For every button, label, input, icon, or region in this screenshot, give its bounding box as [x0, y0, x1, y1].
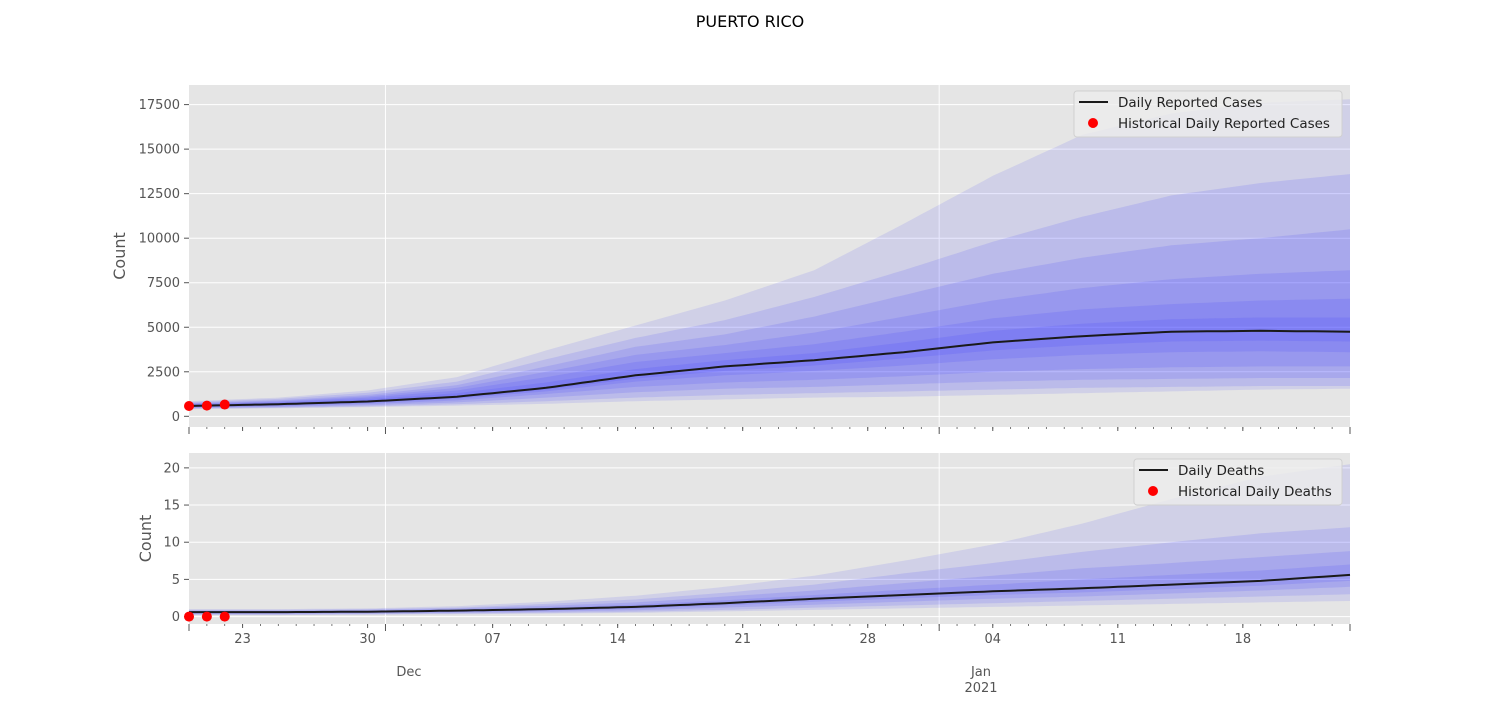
y-tick-label: 12500 [139, 187, 180, 202]
y-tick-label: 2500 [147, 365, 180, 380]
x-tick-label: 30 [359, 632, 376, 647]
legend-box [1073, 90, 1343, 138]
x-tick-label: 18 [1235, 632, 1252, 647]
panel-2: 0 5 10 15 20 Count Daily Deaths Historical Dail… [136, 453, 1351, 631]
x-tick-label: 11 [1110, 632, 1127, 647]
historical-point [219, 611, 230, 622]
plot-area [189, 85, 1350, 427]
uncertainty-band [189, 229, 1350, 409]
x-tick-label: 04 [984, 632, 1001, 647]
x-month-label: Jan [970, 665, 991, 680]
y-tick-label: 17500 [139, 98, 180, 113]
y-tick-label: 7500 [147, 276, 180, 291]
x-tick-label: 28 [859, 632, 876, 647]
x-month-label: Dec [396, 665, 421, 680]
y-tick-label: 10 [163, 536, 180, 551]
legend-entry-line: Daily Deaths [1178, 463, 1264, 479]
y-tick-label: 15000 [139, 143, 180, 158]
y-tick-label: 20 [163, 461, 180, 476]
x-tick-label: 14 [609, 632, 626, 647]
legend-entry-points: Historical Daily Reported Cases [1118, 116, 1330, 132]
historical-point [184, 400, 194, 411]
historical-point [201, 611, 212, 622]
y-tick-label: 15 [163, 499, 180, 514]
x-month-label: 2021 [964, 681, 997, 696]
y-tick-label: 0 [172, 610, 180, 625]
y-axis-label: Count [110, 232, 129, 280]
uncertainty-band [189, 298, 1350, 408]
chart-title: PUERTO RICO [696, 12, 804, 31]
legend-entry-line: Daily Reported Cases [1118, 95, 1262, 111]
x-tick-label: 23 [234, 632, 251, 647]
uncertainty-band [189, 317, 1350, 407]
historical-point [219, 399, 230, 410]
uncertainty-band [189, 270, 1350, 408]
y-axis-label: Count [136, 515, 155, 563]
historical-point [201, 400, 212, 411]
uncertainty-band [189, 564, 1350, 614]
x-tick-label: 07 [484, 632, 501, 647]
historical-point [184, 611, 194, 622]
x-tick-label: 21 [734, 632, 751, 647]
uncertainty-band [189, 99, 1350, 410]
uncertainty-band [189, 174, 1350, 409]
y-tick-label: 10000 [139, 232, 180, 247]
legend-box [1133, 458, 1343, 506]
uncertainty-band [189, 527, 1350, 615]
series-line [189, 573, 1351, 614]
legend-point-swatch [1148, 486, 1158, 496]
legend-entry-points: Historical Daily Deaths [1178, 484, 1332, 500]
y-tick-label: 5000 [147, 321, 180, 336]
panel-1: 0 2500 5000 7500 10000 12500 15000 17500 Count Da… [110, 85, 1351, 434]
y-tick-label: 5 [172, 573, 180, 588]
y-tick-label: 0 [172, 410, 180, 425]
series-line [188, 329, 1351, 407]
legend-point-swatch [1088, 118, 1098, 128]
uncertainty-band [189, 464, 1350, 616]
